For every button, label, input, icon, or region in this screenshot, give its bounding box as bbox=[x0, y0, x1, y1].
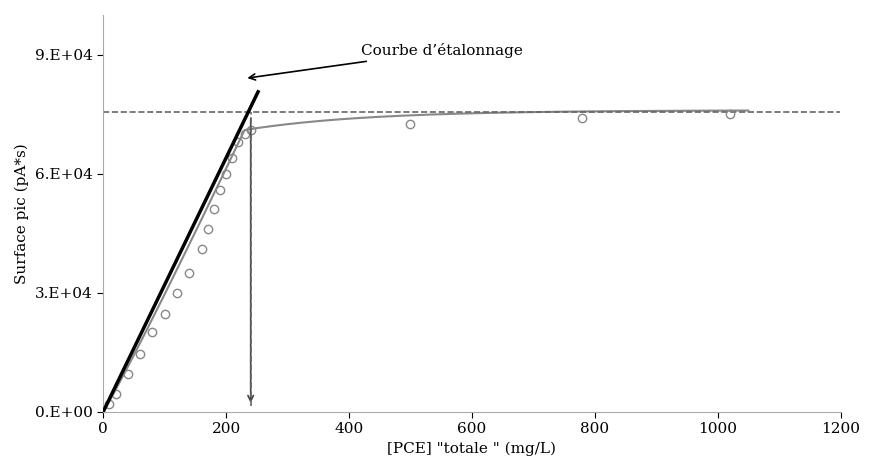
Text: Courbe d’étalonnage: Courbe d’étalonnage bbox=[249, 43, 523, 80]
X-axis label: [PCE] "totale " (mg/L): [PCE] "totale " (mg/L) bbox=[388, 442, 556, 456]
Y-axis label: Surface pic (pA*s): Surface pic (pA*s) bbox=[15, 143, 30, 284]
